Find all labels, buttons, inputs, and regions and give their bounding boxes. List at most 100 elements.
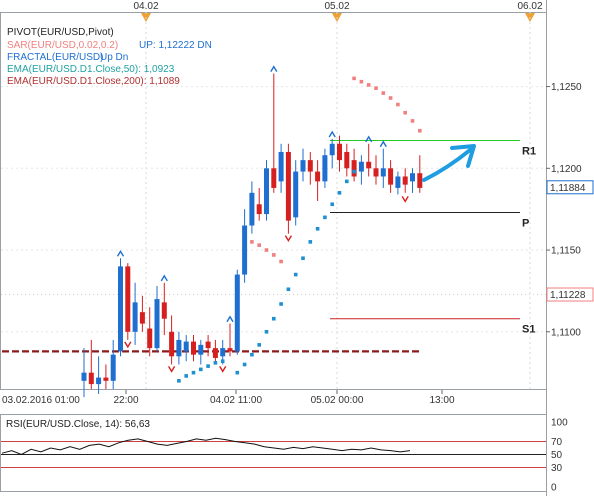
candle-body bbox=[234, 274, 240, 352]
candle-body bbox=[220, 348, 226, 357]
candle-body bbox=[103, 377, 109, 381]
candle-body bbox=[271, 168, 277, 188]
candle-body bbox=[264, 168, 269, 215]
candle-body bbox=[139, 312, 145, 324]
candle-body bbox=[96, 377, 102, 385]
fractal-down-marker bbox=[167, 366, 176, 373]
fractal-up-marker bbox=[328, 130, 336, 138]
rsi-tick-label: 30 bbox=[551, 463, 563, 474]
fractal-down-marker bbox=[401, 196, 409, 203]
forecast-arrow-head bbox=[450, 144, 476, 168]
sar-dot bbox=[213, 361, 218, 365]
fractal-down-marker bbox=[284, 235, 293, 242]
sar-price-badge: 1,11228 bbox=[546, 287, 594, 302]
rsi-panel-frame bbox=[0, 414, 547, 492]
sar-dot bbox=[330, 202, 334, 207]
sar-dot bbox=[293, 272, 298, 277]
forecast-arrow-shaft bbox=[422, 148, 472, 182]
current-price-label: 1,11884 bbox=[550, 183, 586, 194]
sar-dot bbox=[410, 119, 415, 123]
sar-price-box bbox=[546, 287, 594, 302]
candle-body bbox=[380, 168, 386, 177]
candle-body bbox=[322, 155, 328, 182]
sar-dot bbox=[279, 259, 283, 264]
sar-dot bbox=[388, 96, 393, 100]
sar-dot bbox=[279, 302, 283, 306]
top-date-label: 05.02 bbox=[324, 1, 349, 12]
rsi-axis: 100 70 50 30 0 bbox=[551, 418, 568, 494]
price-gridlines bbox=[1, 86, 550, 333]
candle-body bbox=[198, 344, 204, 355]
sar-dot bbox=[184, 374, 188, 378]
candle-body bbox=[344, 151, 350, 169]
sar-dot bbox=[264, 248, 269, 252]
candle-body bbox=[212, 348, 218, 358]
sar-dot bbox=[250, 240, 254, 244]
candle-body bbox=[410, 173, 415, 182]
top-date-label: 06.02 bbox=[517, 1, 542, 12]
candle-body bbox=[125, 266, 131, 332]
candle-body bbox=[227, 348, 233, 352]
candle-body bbox=[256, 204, 262, 215]
sar-dot bbox=[352, 76, 356, 81]
time-label: 13:00 bbox=[429, 395, 454, 406]
top-date-label: 04.02 bbox=[133, 1, 158, 12]
time-axis: 03.02.2016 01:00 22:00 04.02 11:00 05.02… bbox=[2, 395, 455, 406]
legend-sar: SAR(EUR/USD,0.02,0.2) bbox=[7, 40, 118, 51]
sar-dot bbox=[381, 91, 386, 95]
sar-dot bbox=[337, 191, 342, 195]
candle-body bbox=[366, 161, 372, 169]
candle-body bbox=[315, 171, 321, 182]
candle-body bbox=[161, 302, 167, 319]
current-price-box bbox=[546, 180, 594, 195]
sar-dot bbox=[308, 240, 313, 244]
pivot-label-p: P bbox=[522, 217, 529, 229]
sar-dot bbox=[366, 83, 371, 87]
sar-dot bbox=[220, 359, 225, 364]
candle-body bbox=[249, 192, 255, 226]
sar-dot bbox=[191, 370, 196, 375]
pivot-label-s1: S1 bbox=[522, 324, 535, 336]
sar-dot bbox=[352, 169, 356, 174]
candle-body bbox=[300, 160, 306, 172]
legend-ema-200: EMA(EUR/USD.D1.Close,200): 1,1089 bbox=[7, 76, 180, 87]
candle-body bbox=[307, 160, 313, 172]
sar-dot bbox=[286, 287, 291, 292]
time-ticks bbox=[125, 390, 443, 394]
sar-dot bbox=[206, 364, 210, 368]
candle-body bbox=[88, 372, 94, 385]
candle-body bbox=[118, 266, 123, 352]
time-label: 22:00 bbox=[113, 395, 138, 406]
sar-dot bbox=[272, 316, 276, 321]
candle-body bbox=[242, 225, 248, 275]
sar-dot bbox=[235, 370, 240, 375]
candle-body bbox=[373, 168, 379, 177]
sar-dots bbox=[177, 76, 422, 383]
candle-body bbox=[388, 168, 394, 185]
candle-body bbox=[183, 341, 189, 352]
fractal-markers bbox=[116, 65, 409, 373]
sar-dot bbox=[323, 215, 327, 220]
rsi-tick-label: 50 bbox=[551, 450, 563, 461]
rsi-line bbox=[1, 437, 411, 456]
legend-fractal: FRACTAL(EUR/USD) bbox=[7, 52, 103, 63]
candle-body bbox=[402, 176, 408, 185]
candle-body bbox=[395, 176, 401, 188]
sar-price-label: 1,11228 bbox=[550, 290, 586, 301]
candle-body bbox=[329, 143, 335, 156]
price-tick-label: 1,1250 bbox=[551, 82, 582, 93]
price-tick-label: 1,1100 bbox=[551, 327, 581, 338]
rsi-tick-label: 70 bbox=[551, 437, 563, 448]
pivot-label-r1: R1 bbox=[522, 146, 536, 158]
sar-dot bbox=[345, 179, 349, 184]
day-separators bbox=[145, 12, 531, 390]
fractal-down-marker bbox=[219, 366, 227, 373]
indicator-legend: PIVOT(EUR/USD,Pivot) SAR(EUR/USD,0.02,0.… bbox=[7, 27, 212, 87]
candle-body bbox=[278, 151, 284, 182]
sar-dot bbox=[257, 343, 261, 347]
fractal-up-marker bbox=[160, 274, 168, 282]
sar-dot bbox=[359, 79, 364, 84]
rsi-levels bbox=[1, 441, 546, 468]
candle-body bbox=[351, 160, 357, 177]
